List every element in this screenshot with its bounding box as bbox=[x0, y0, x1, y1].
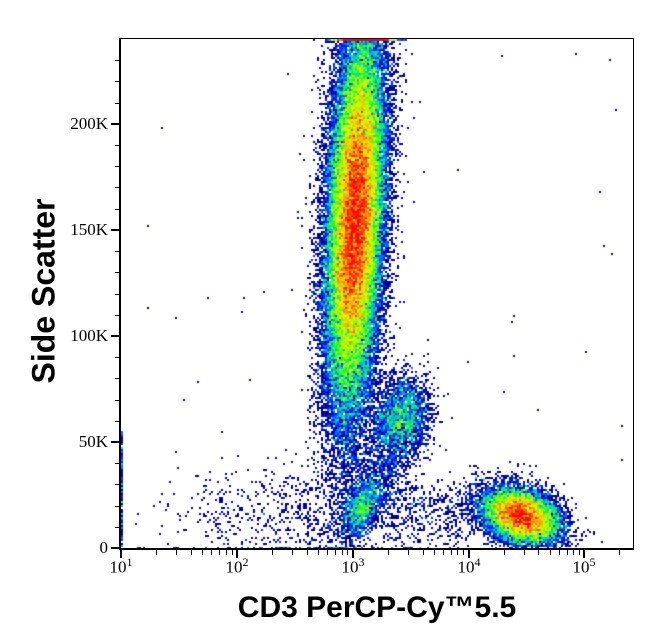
scatter-canvas bbox=[121, 39, 633, 548]
y-minor-tick bbox=[115, 378, 119, 379]
y-tick-label: 0 bbox=[99, 538, 109, 557]
y-major-tick bbox=[111, 547, 119, 549]
x-minor-tick bbox=[423, 550, 424, 555]
x-minor-tick bbox=[176, 550, 177, 555]
y-minor-tick bbox=[115, 209, 119, 210]
x-minor-tick bbox=[226, 550, 227, 555]
y-minor-tick bbox=[115, 506, 119, 507]
x-major-tick bbox=[236, 550, 238, 558]
x-minor-tick bbox=[408, 550, 409, 555]
y-minor-tick bbox=[115, 400, 119, 401]
y-minor-tick bbox=[115, 294, 119, 295]
x-tick-label: 103 bbox=[341, 555, 365, 577]
x-major-tick bbox=[352, 550, 354, 558]
y-major-tick bbox=[111, 229, 119, 231]
x-minor-tick bbox=[156, 550, 157, 555]
x-major-tick bbox=[583, 550, 585, 558]
plot-frame bbox=[119, 38, 634, 550]
y-minor-tick bbox=[115, 421, 119, 422]
y-major-tick bbox=[111, 441, 119, 443]
y-tick-label: 50K bbox=[78, 432, 108, 451]
x-axis-title: CD3 PerCP-Cy™5.5 bbox=[237, 591, 517, 624]
y-minor-tick bbox=[115, 527, 119, 528]
y-major-tick bbox=[111, 335, 119, 337]
y-minor-tick bbox=[115, 315, 119, 316]
y-tick-label: 100K bbox=[70, 326, 108, 345]
x-minor-tick bbox=[559, 550, 560, 555]
x-minor-tick bbox=[504, 550, 505, 555]
x-minor-tick bbox=[292, 550, 293, 555]
x-minor-tick bbox=[388, 550, 389, 555]
x-minor-tick bbox=[307, 550, 308, 555]
x-minor-tick bbox=[202, 550, 203, 555]
x-minor-tick bbox=[567, 550, 568, 555]
x-minor-tick bbox=[524, 550, 525, 555]
x-minor-tick bbox=[550, 550, 551, 555]
x-minor-tick bbox=[211, 550, 212, 555]
y-major-tick bbox=[111, 123, 119, 125]
x-minor-tick bbox=[232, 550, 233, 555]
y-minor-tick bbox=[115, 463, 119, 464]
x-minor-tick bbox=[457, 550, 458, 555]
x-minor-tick bbox=[443, 550, 444, 555]
x-minor-tick bbox=[191, 550, 192, 555]
y-tick-label: 150K bbox=[70, 220, 108, 239]
x-tick-label: 104 bbox=[457, 555, 481, 577]
y-minor-tick bbox=[115, 166, 119, 167]
x-minor-tick bbox=[272, 550, 273, 555]
x-minor-tick bbox=[327, 550, 328, 555]
x-minor-tick bbox=[347, 550, 348, 555]
x-minor-tick bbox=[451, 550, 452, 555]
x-major-tick bbox=[120, 550, 122, 558]
y-minor-tick bbox=[115, 81, 119, 82]
x-minor-tick bbox=[342, 550, 343, 555]
x-tick-label: 101 bbox=[109, 555, 133, 577]
x-minor-tick bbox=[619, 550, 620, 555]
y-minor-tick bbox=[115, 357, 119, 358]
y-minor-tick bbox=[115, 103, 119, 104]
y-tick-label: 200K bbox=[70, 114, 108, 133]
y-minor-tick bbox=[115, 272, 119, 273]
x-minor-tick bbox=[463, 550, 464, 555]
x-tick-label: 102 bbox=[225, 555, 249, 577]
x-minor-tick bbox=[538, 550, 539, 555]
x-tick-label: 105 bbox=[572, 555, 596, 577]
y-minor-tick bbox=[115, 145, 119, 146]
y-minor-tick bbox=[115, 187, 119, 188]
y-minor-tick bbox=[115, 251, 119, 252]
x-minor-tick bbox=[573, 550, 574, 555]
x-minor-tick bbox=[219, 550, 220, 555]
x-minor-tick bbox=[335, 550, 336, 555]
x-minor-tick bbox=[434, 550, 435, 555]
x-minor-tick bbox=[579, 550, 580, 555]
y-minor-tick bbox=[115, 484, 119, 485]
x-major-tick bbox=[468, 550, 470, 558]
x-minor-tick bbox=[318, 550, 319, 555]
y-minor-tick bbox=[115, 60, 119, 61]
